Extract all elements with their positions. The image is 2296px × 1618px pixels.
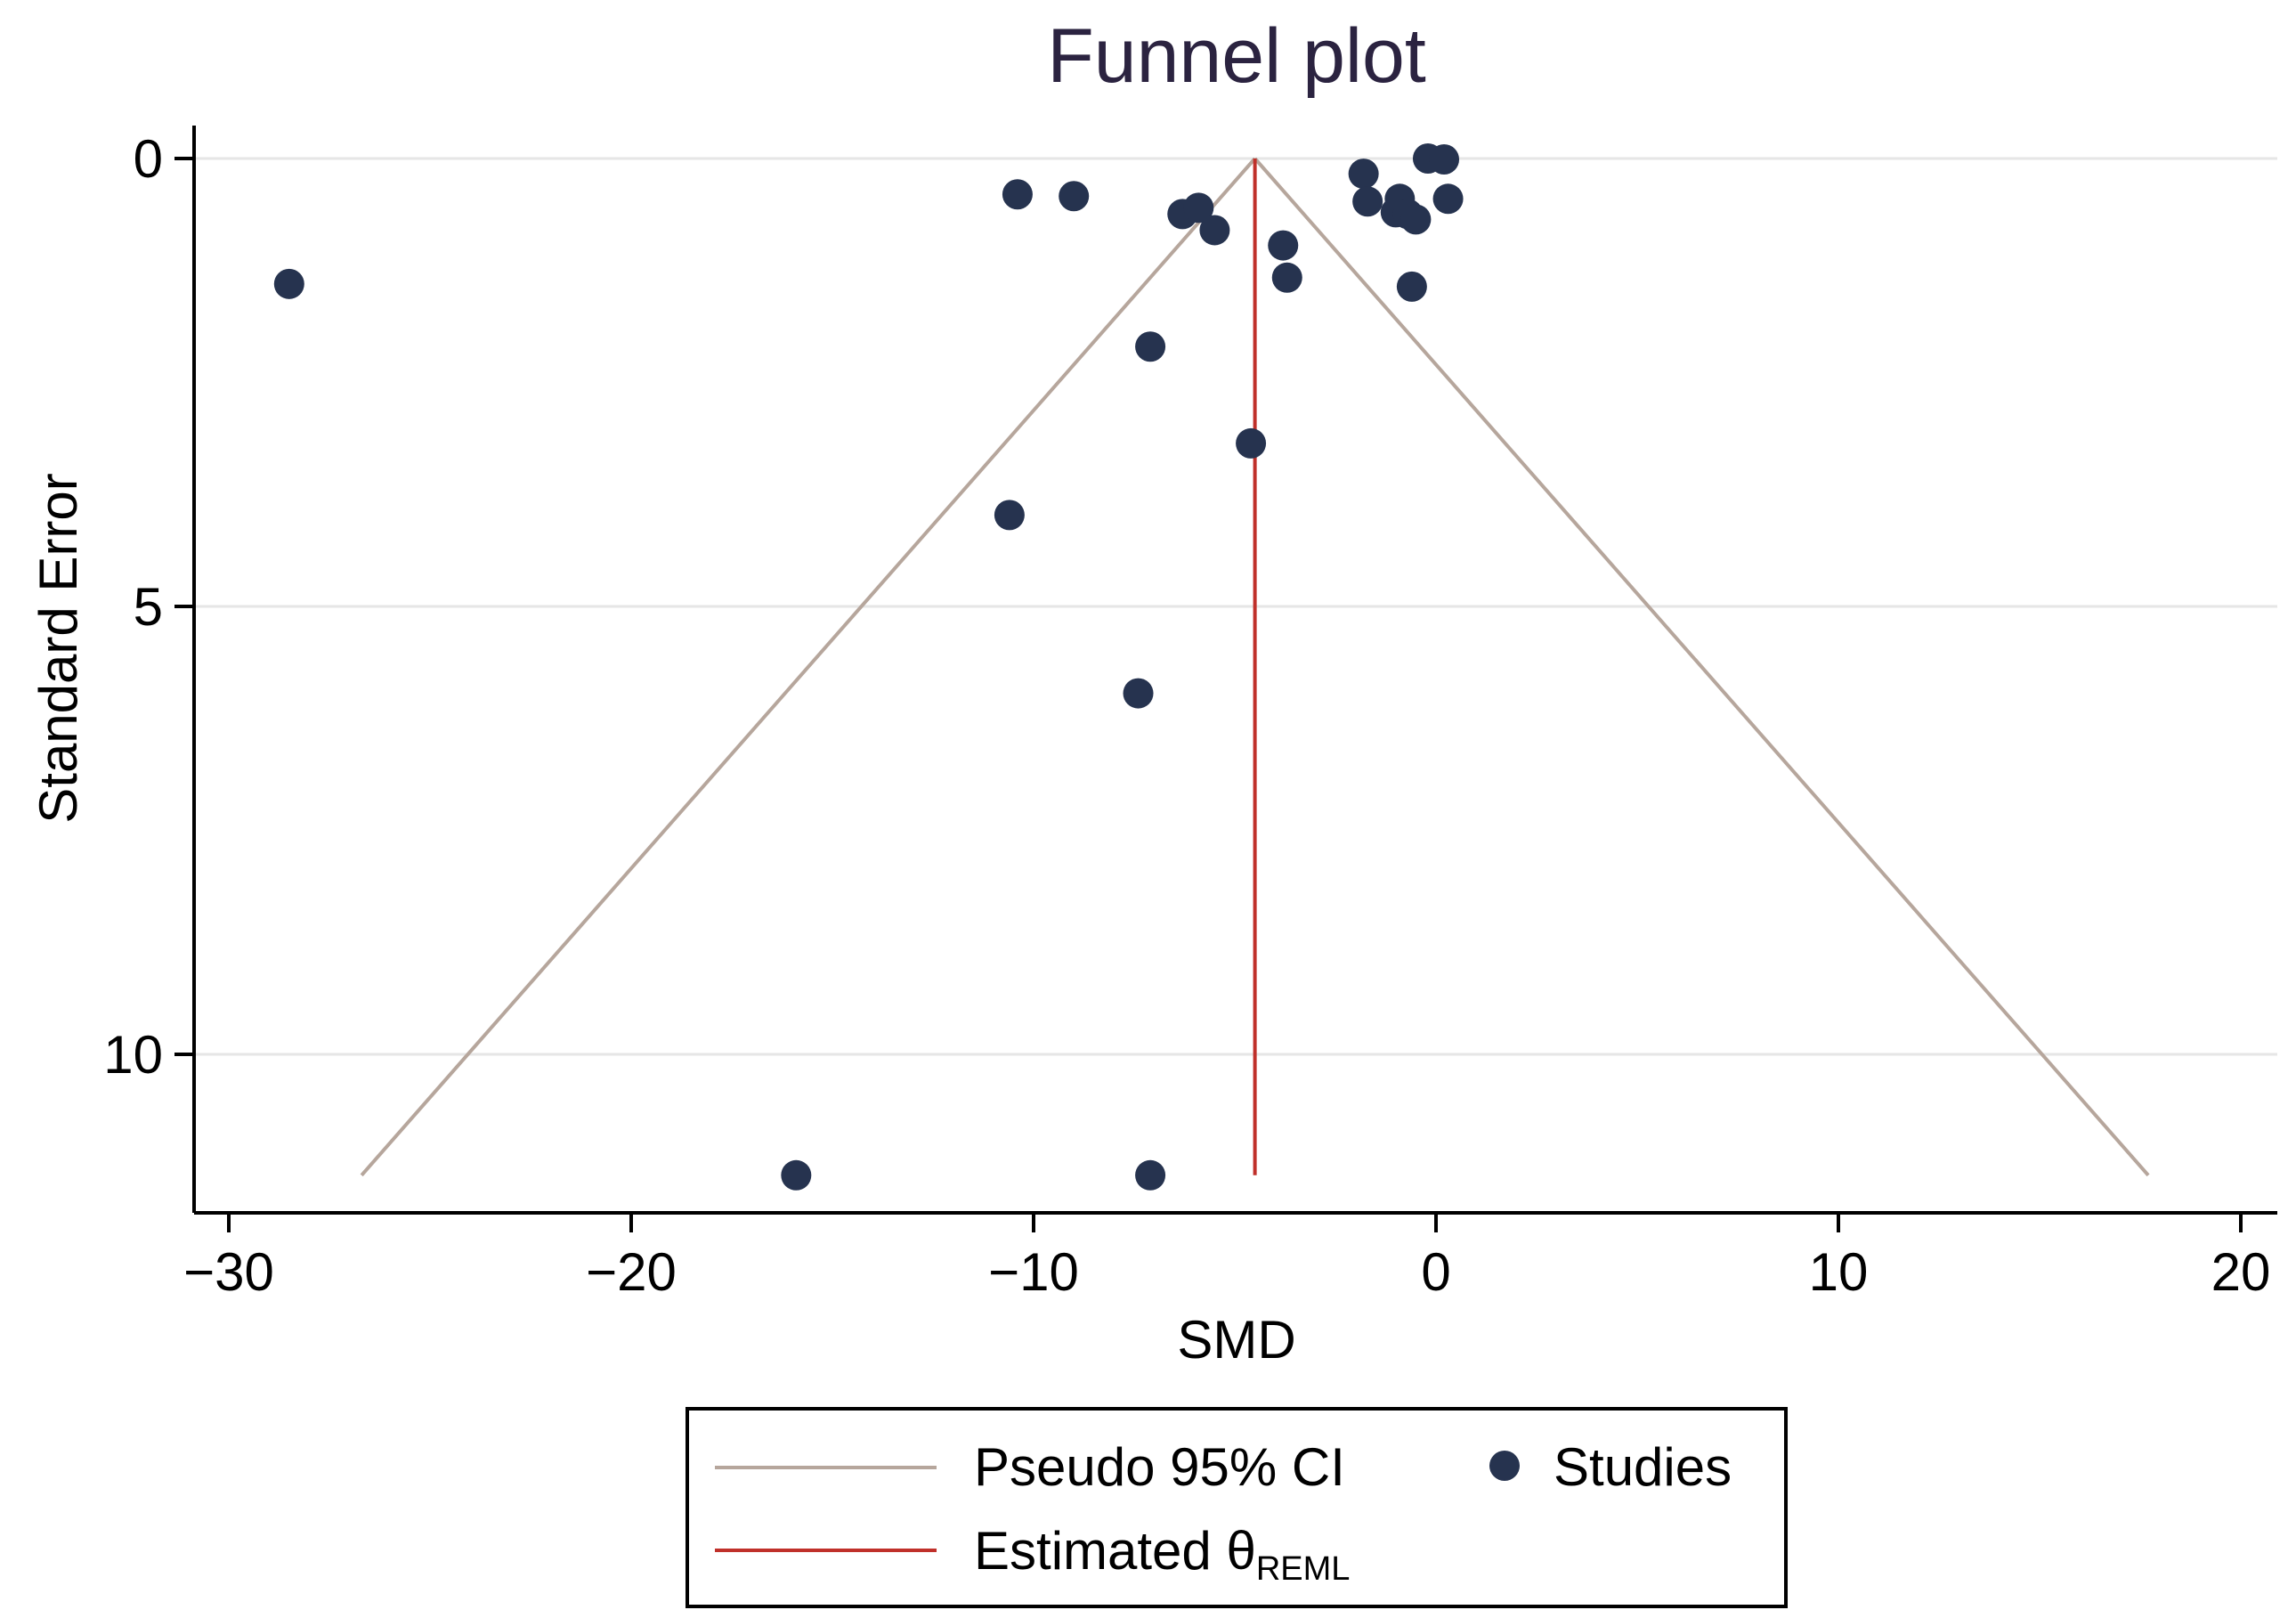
study-point (1002, 179, 1033, 210)
study-point (1400, 204, 1432, 235)
x-tick-label: 20 (2211, 1242, 2271, 1302)
study-point (1236, 427, 1267, 459)
study-point (994, 500, 1025, 531)
x-tick-label: −20 (586, 1242, 677, 1302)
study-point (1059, 181, 1090, 212)
y-ticks: 0 5 10 (103, 129, 194, 1085)
x-tick-label: −10 (988, 1242, 1079, 1302)
grid (196, 157, 2277, 1056)
study-point (1199, 215, 1230, 246)
study-point (1268, 230, 1299, 261)
x-tick-label: −30 (183, 1242, 274, 1302)
legend-studies-label: Studies (1554, 1437, 1732, 1497)
legend-estimate-label-main: Estimated θ (974, 1521, 1256, 1581)
x-ticks: −30 −20 −10 0 10 20 (183, 1213, 2270, 1302)
study-point (273, 268, 304, 299)
chart-title: Funnel plot (1047, 13, 1426, 99)
legend-ci-label: Pseudo 95% CI (974, 1437, 1345, 1497)
y-tick-label: 0 (134, 129, 163, 189)
study-point (1271, 262, 1302, 293)
y-axis-label: Standard Error (28, 473, 88, 824)
studies-series (273, 143, 1464, 1191)
study-point (1429, 144, 1460, 175)
study-point (1396, 271, 1427, 302)
study-point (1348, 159, 1379, 190)
legend-studies-marker (1489, 1451, 1520, 1481)
legend-estimate-label-subscript: REML (1256, 1550, 1351, 1588)
pseudo-ci-left-line (360, 157, 1257, 1177)
study-point (1135, 331, 1166, 362)
pseudo-ci-right-line (1253, 157, 2150, 1177)
study-point (781, 1159, 812, 1191)
legend-estimate-label: Estimated θREML (974, 1521, 1350, 1588)
study-point (1135, 1159, 1166, 1191)
y-tick-label: 10 (103, 1025, 163, 1085)
pseudo-ci (360, 157, 2150, 1177)
study-point (1352, 186, 1383, 217)
x-tick-label: 10 (1809, 1242, 1869, 1302)
x-tick-label: 0 (1421, 1242, 1450, 1302)
legend: Pseudo 95% CI Studies Estimated θREML (686, 1407, 1788, 1608)
y-tick-label: 5 (134, 577, 163, 637)
study-point (1432, 183, 1464, 215)
legend-box (686, 1407, 1788, 1608)
x-axis-label: SMD (1177, 1310, 1295, 1370)
study-point (1183, 192, 1214, 224)
study-point (1123, 678, 1154, 709)
